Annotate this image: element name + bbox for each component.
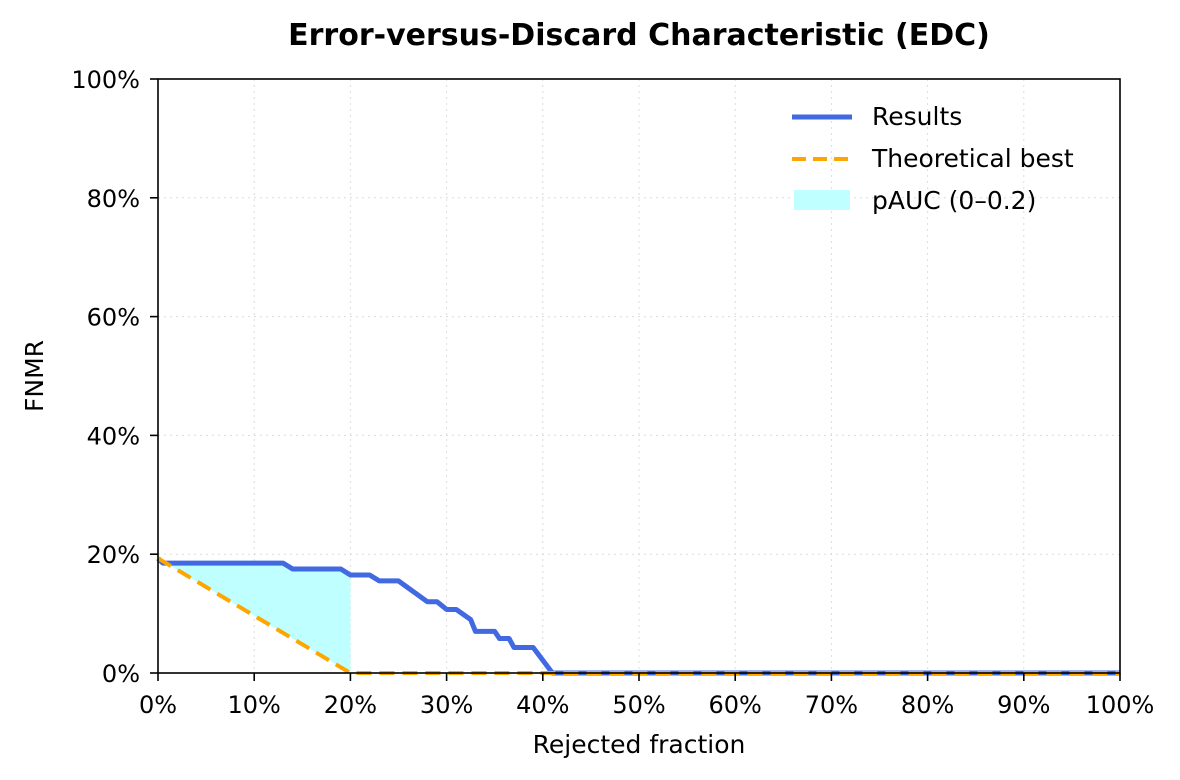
x-tick-label-6: 60%: [709, 691, 762, 719]
x-tick-label-5: 50%: [612, 691, 665, 719]
series-line-results: [156, 556, 1120, 676]
y-tick-label-0: 0%: [102, 660, 140, 688]
x-tick-label-10: 100%: [1086, 691, 1155, 719]
y-tick-label-3: 60%: [87, 304, 140, 332]
x-tick-label-0: 0%: [139, 691, 177, 719]
x-tick-label-2: 20%: [324, 691, 377, 719]
legend-label-pauc: pAUC (0–0.2): [872, 186, 1036, 215]
legend: Results Theoretical best pAUC (0–0.2): [792, 102, 1074, 215]
legend-label-results: Results: [872, 102, 962, 131]
y-tick-label-1: 20%: [87, 541, 140, 569]
y-tick-label-2: 40%: [87, 422, 140, 450]
x-axis-label: Rejected fraction: [533, 730, 746, 759]
legend-swatch-pauc: [794, 190, 850, 210]
x-tick-label-9: 90%: [997, 691, 1050, 719]
y-tick-label-5: 100%: [71, 66, 140, 94]
x-tick-label-8: 80%: [901, 691, 954, 719]
legend-label-theoretical-best: Theoretical best: [871, 144, 1074, 173]
x-tick-label-7: 70%: [805, 691, 858, 719]
y-axis-label: FNMR: [20, 340, 49, 412]
chart-title: Error-versus-Discard Characteristic (EDC…: [288, 18, 990, 53]
x-tick-label-1: 10%: [228, 691, 281, 719]
x-tick-label-4: 40%: [516, 691, 569, 719]
y-tick-label-4: 80%: [87, 185, 140, 213]
tick-layer: 0% 10% 20% 30% 40% 50% 60% 70% 80% 90% 100% 0% 20% 40…: [71, 66, 1154, 719]
x-tick-label-3: 30%: [420, 691, 473, 719]
